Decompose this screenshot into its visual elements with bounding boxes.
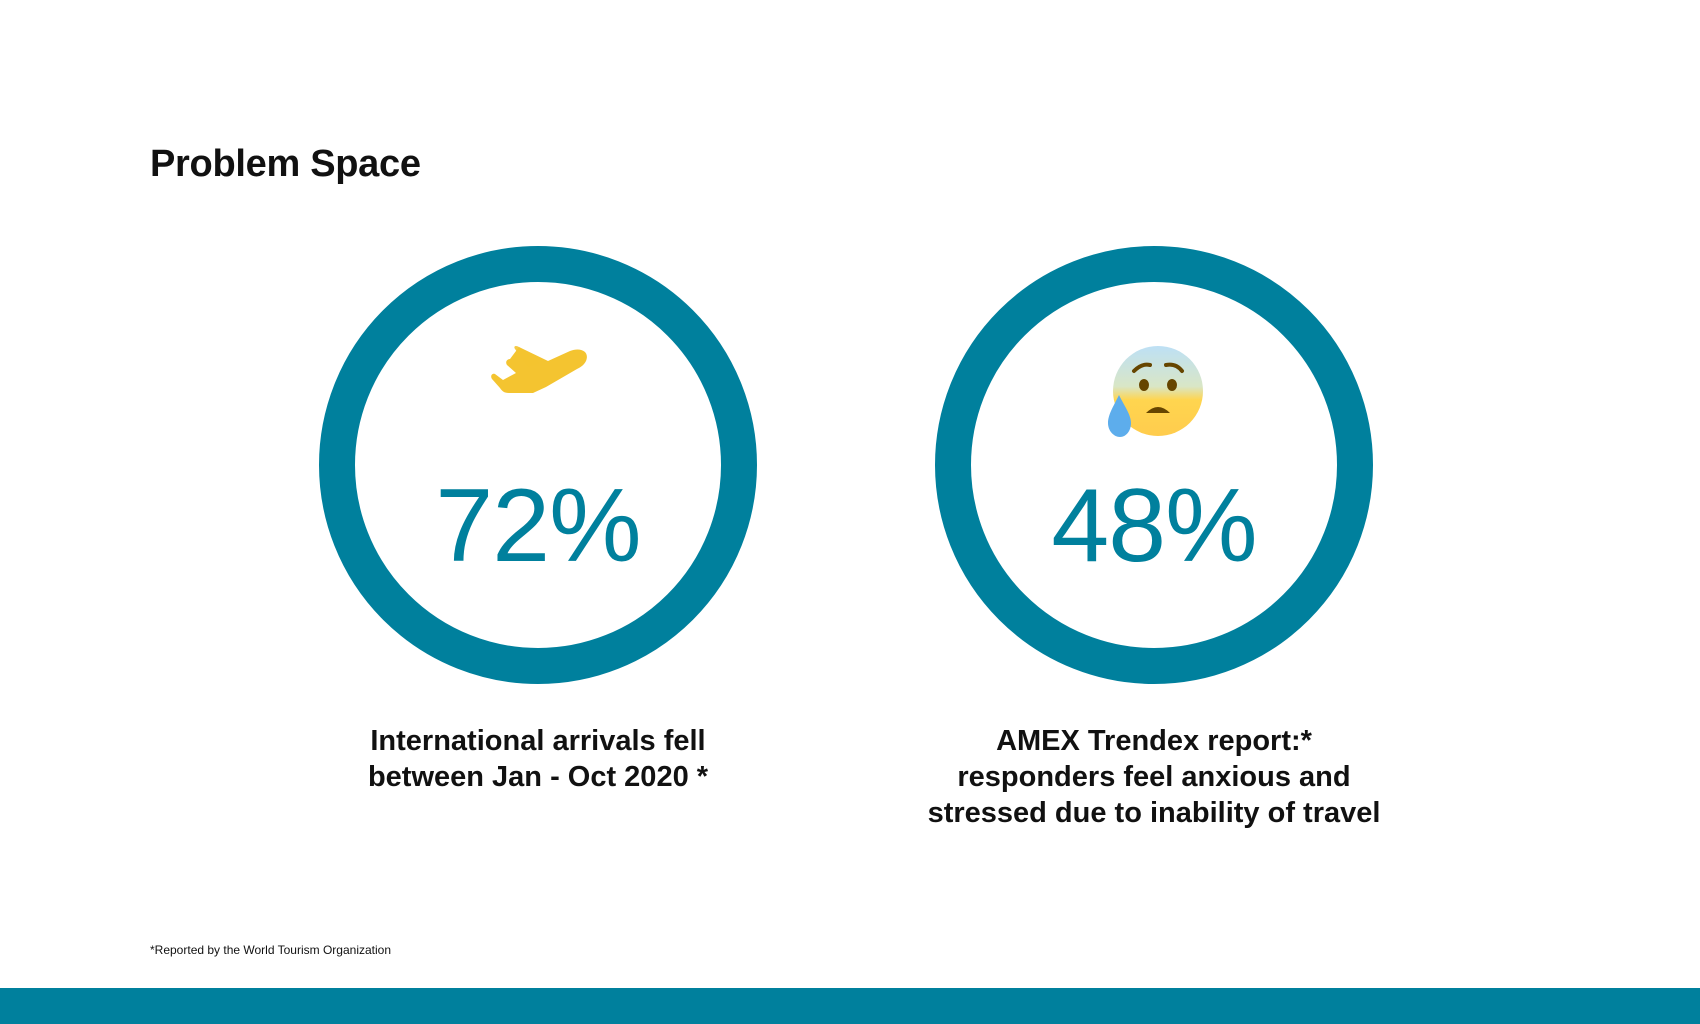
stat-percent: 48% [1051, 468, 1257, 584]
caption-line: between Jan - Oct 2020 * [367, 761, 709, 793]
stat-ring: 72% [318, 245, 758, 685]
stat-card-amex-trendex: 48% AMEX Trendex report:* responders fee… [928, 245, 1380, 829]
footer-bar [0, 988, 1700, 1024]
stat-card-international-arrivals: 72% International arrivals fell between … [318, 245, 758, 793]
airplane-departure-icon [491, 345, 587, 393]
ring-circle [319, 246, 757, 684]
caption-line: stressed due to inability of travel [927, 797, 1381, 829]
ring-circle [935, 246, 1373, 684]
caption-line: International arrivals fell [370, 725, 706, 757]
page-title: Problem Space [150, 143, 421, 185]
caption-line: responders feel anxious and [957, 761, 1351, 793]
anxious-face-with-sweat-icon [1108, 346, 1203, 437]
caption-line: AMEX Trendex report:* [996, 725, 1312, 757]
stat-caption: International arrivals fell between Jan … [288, 723, 788, 795]
stat-percent: 72% [435, 468, 641, 584]
stat-caption: AMEX Trendex report:* responders feel an… [904, 723, 1404, 831]
footnote: *Reported by the World Tourism Organizat… [150, 943, 392, 957]
stat-ring: 48% [934, 245, 1374, 685]
